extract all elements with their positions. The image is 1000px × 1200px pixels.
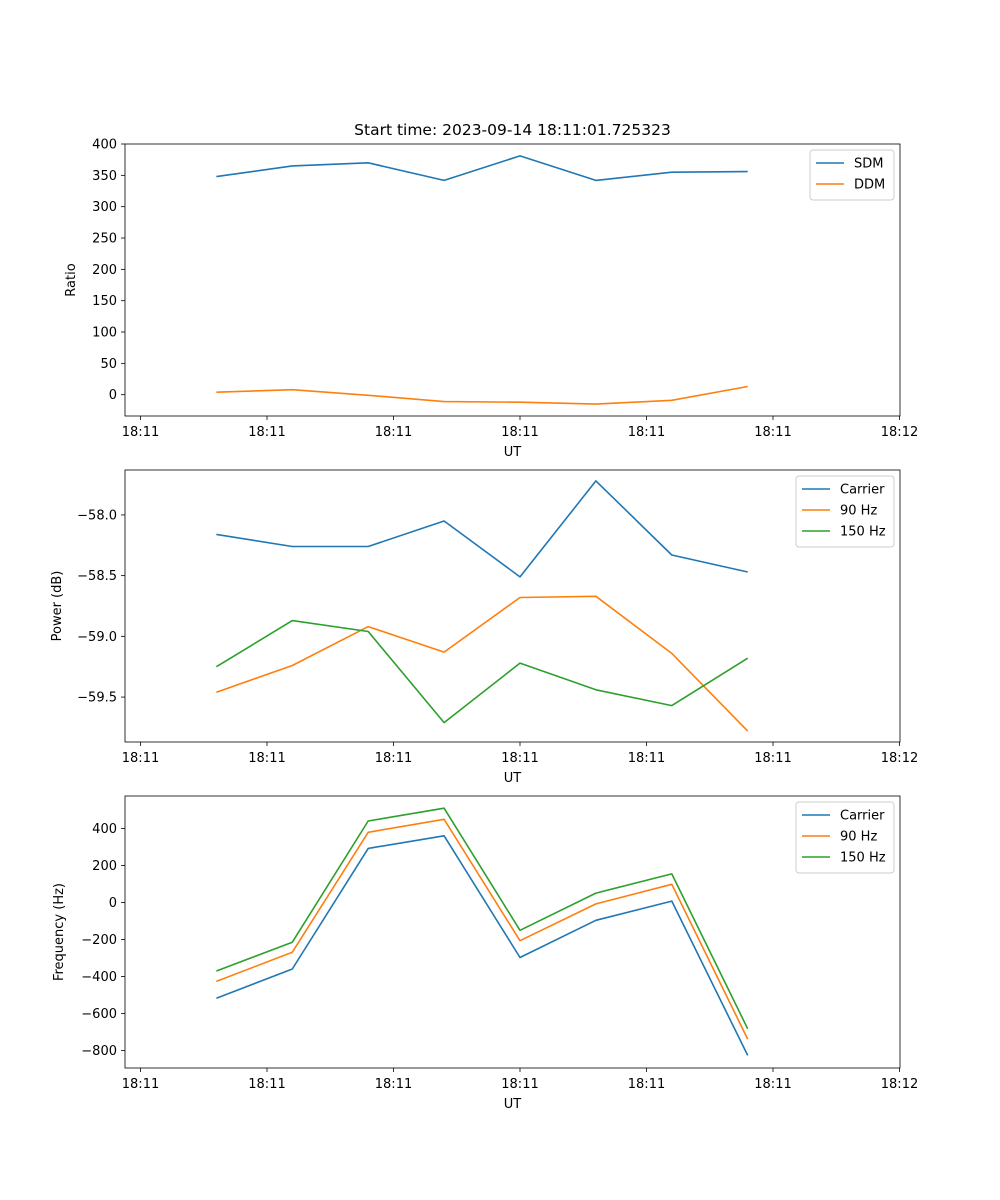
y-tick-label: −600 [81,1007,117,1022]
y-tick-label: 50 [100,357,117,372]
y-tick-label: 100 [92,326,117,341]
series-line-90-hz [216,818,749,1040]
y-tick-label: 250 [92,232,117,247]
x-tick-label: 18:11 [501,751,538,766]
x-tick-label: 18:11 [628,751,665,766]
y-axis-label: Power (dB) [50,571,65,642]
legend: Carrier 90 Hz 150 Hz [795,475,895,548]
x-tick-label: 18:11 [754,1077,791,1092]
x-tick-label: 18:11 [754,425,791,440]
legend-label: 150 Hz [840,851,886,866]
y-tick-label: −59.0 [77,630,117,645]
chart-title: Start time: 2023-09-14 18:11:01.725323 [354,121,671,139]
y-tick-label: 200 [92,859,117,874]
y-tick-label: −58.5 [77,569,117,584]
series-line-150-hz [215,619,749,724]
y-tick-label: −59.5 [77,691,117,706]
series-line-carrier [216,834,749,1056]
x-axis-label: UT [504,445,522,460]
x-tick-label: 18:11 [375,751,412,766]
x-tick-label: 18:12 [881,425,918,440]
y-axis-label: Frequency (Hz) [52,883,67,981]
y-tick-label: 0 [109,388,117,403]
x-tick-label: 18:11 [122,751,159,766]
y-tick-label: −400 [81,970,117,985]
x-tick-label: 18:11 [501,1077,538,1092]
series-line-carrier [216,480,748,578]
subplot-2: 18:11 18:11 18:11 18:11 18:11 18:11 18:12 −58.0… [50,469,918,786]
series-line-sdm [216,155,748,182]
x-tick-label: 18:11 [375,1077,412,1092]
x-axis-label: UT [504,771,522,786]
axes-frame [124,143,901,417]
legend: Carrier 90 Hz 150 Hz [795,801,895,874]
x-tick-label: 18:11 [248,425,285,440]
legend-label: 150 Hz [840,525,886,540]
x-tick-label: 18:12 [881,1077,918,1092]
y-tick-label: 0 [109,896,117,911]
x-tick-label: 18:11 [248,1077,285,1092]
y-tick-label: 350 [92,169,117,184]
legend-label: 90 Hz [840,830,877,845]
axes-frame [124,795,901,1069]
series-line-90-hz [216,595,749,732]
y-tick-label: −800 [81,1044,117,1059]
legend-label: Carrier [840,483,885,498]
x-tick-label: 18:11 [122,425,159,440]
series-line-150-hz [216,807,749,1030]
x-tick-label: 18:11 [628,1077,665,1092]
y-tick-label: 400 [92,822,117,837]
legend-label: SDM [854,157,883,172]
subplot-1: 18:11 18:11 18:11 18:11 18:11 18:11 18:12 0 50 10… [64,121,918,460]
x-tick-label: 18:11 [754,751,791,766]
x-tick-label: 18:11 [375,425,412,440]
x-tick-label: 18:11 [501,425,538,440]
x-tick-label: 18:11 [628,425,665,440]
x-tick-label: 18:11 [122,1077,159,1092]
y-tick-label: −58.0 [77,508,117,523]
legend-label: Carrier [840,809,885,824]
y-tick-label: 200 [92,263,117,278]
subplot-3: 18:11 18:11 18:11 18:11 18:11 18:11 18:12 −800 −… [52,795,918,1112]
y-tick-label: −200 [81,933,117,948]
y-tick-label: 400 [92,138,117,153]
x-axis-label: UT [504,1097,522,1112]
legend-label: 90 Hz [840,504,877,519]
y-tick-label: 300 [92,200,117,215]
legend-box [795,475,895,548]
series-line-ddm [216,385,748,405]
x-tick-label: 18:11 [248,751,285,766]
axes-frame [124,469,901,743]
x-tick-label: 18:12 [881,751,918,766]
y-tick-label: 150 [92,294,117,309]
legend-label: DDM [854,178,885,193]
y-axis-label: Ratio [64,263,79,296]
legend: SDM DDM [809,149,895,201]
legend-box [795,801,895,874]
